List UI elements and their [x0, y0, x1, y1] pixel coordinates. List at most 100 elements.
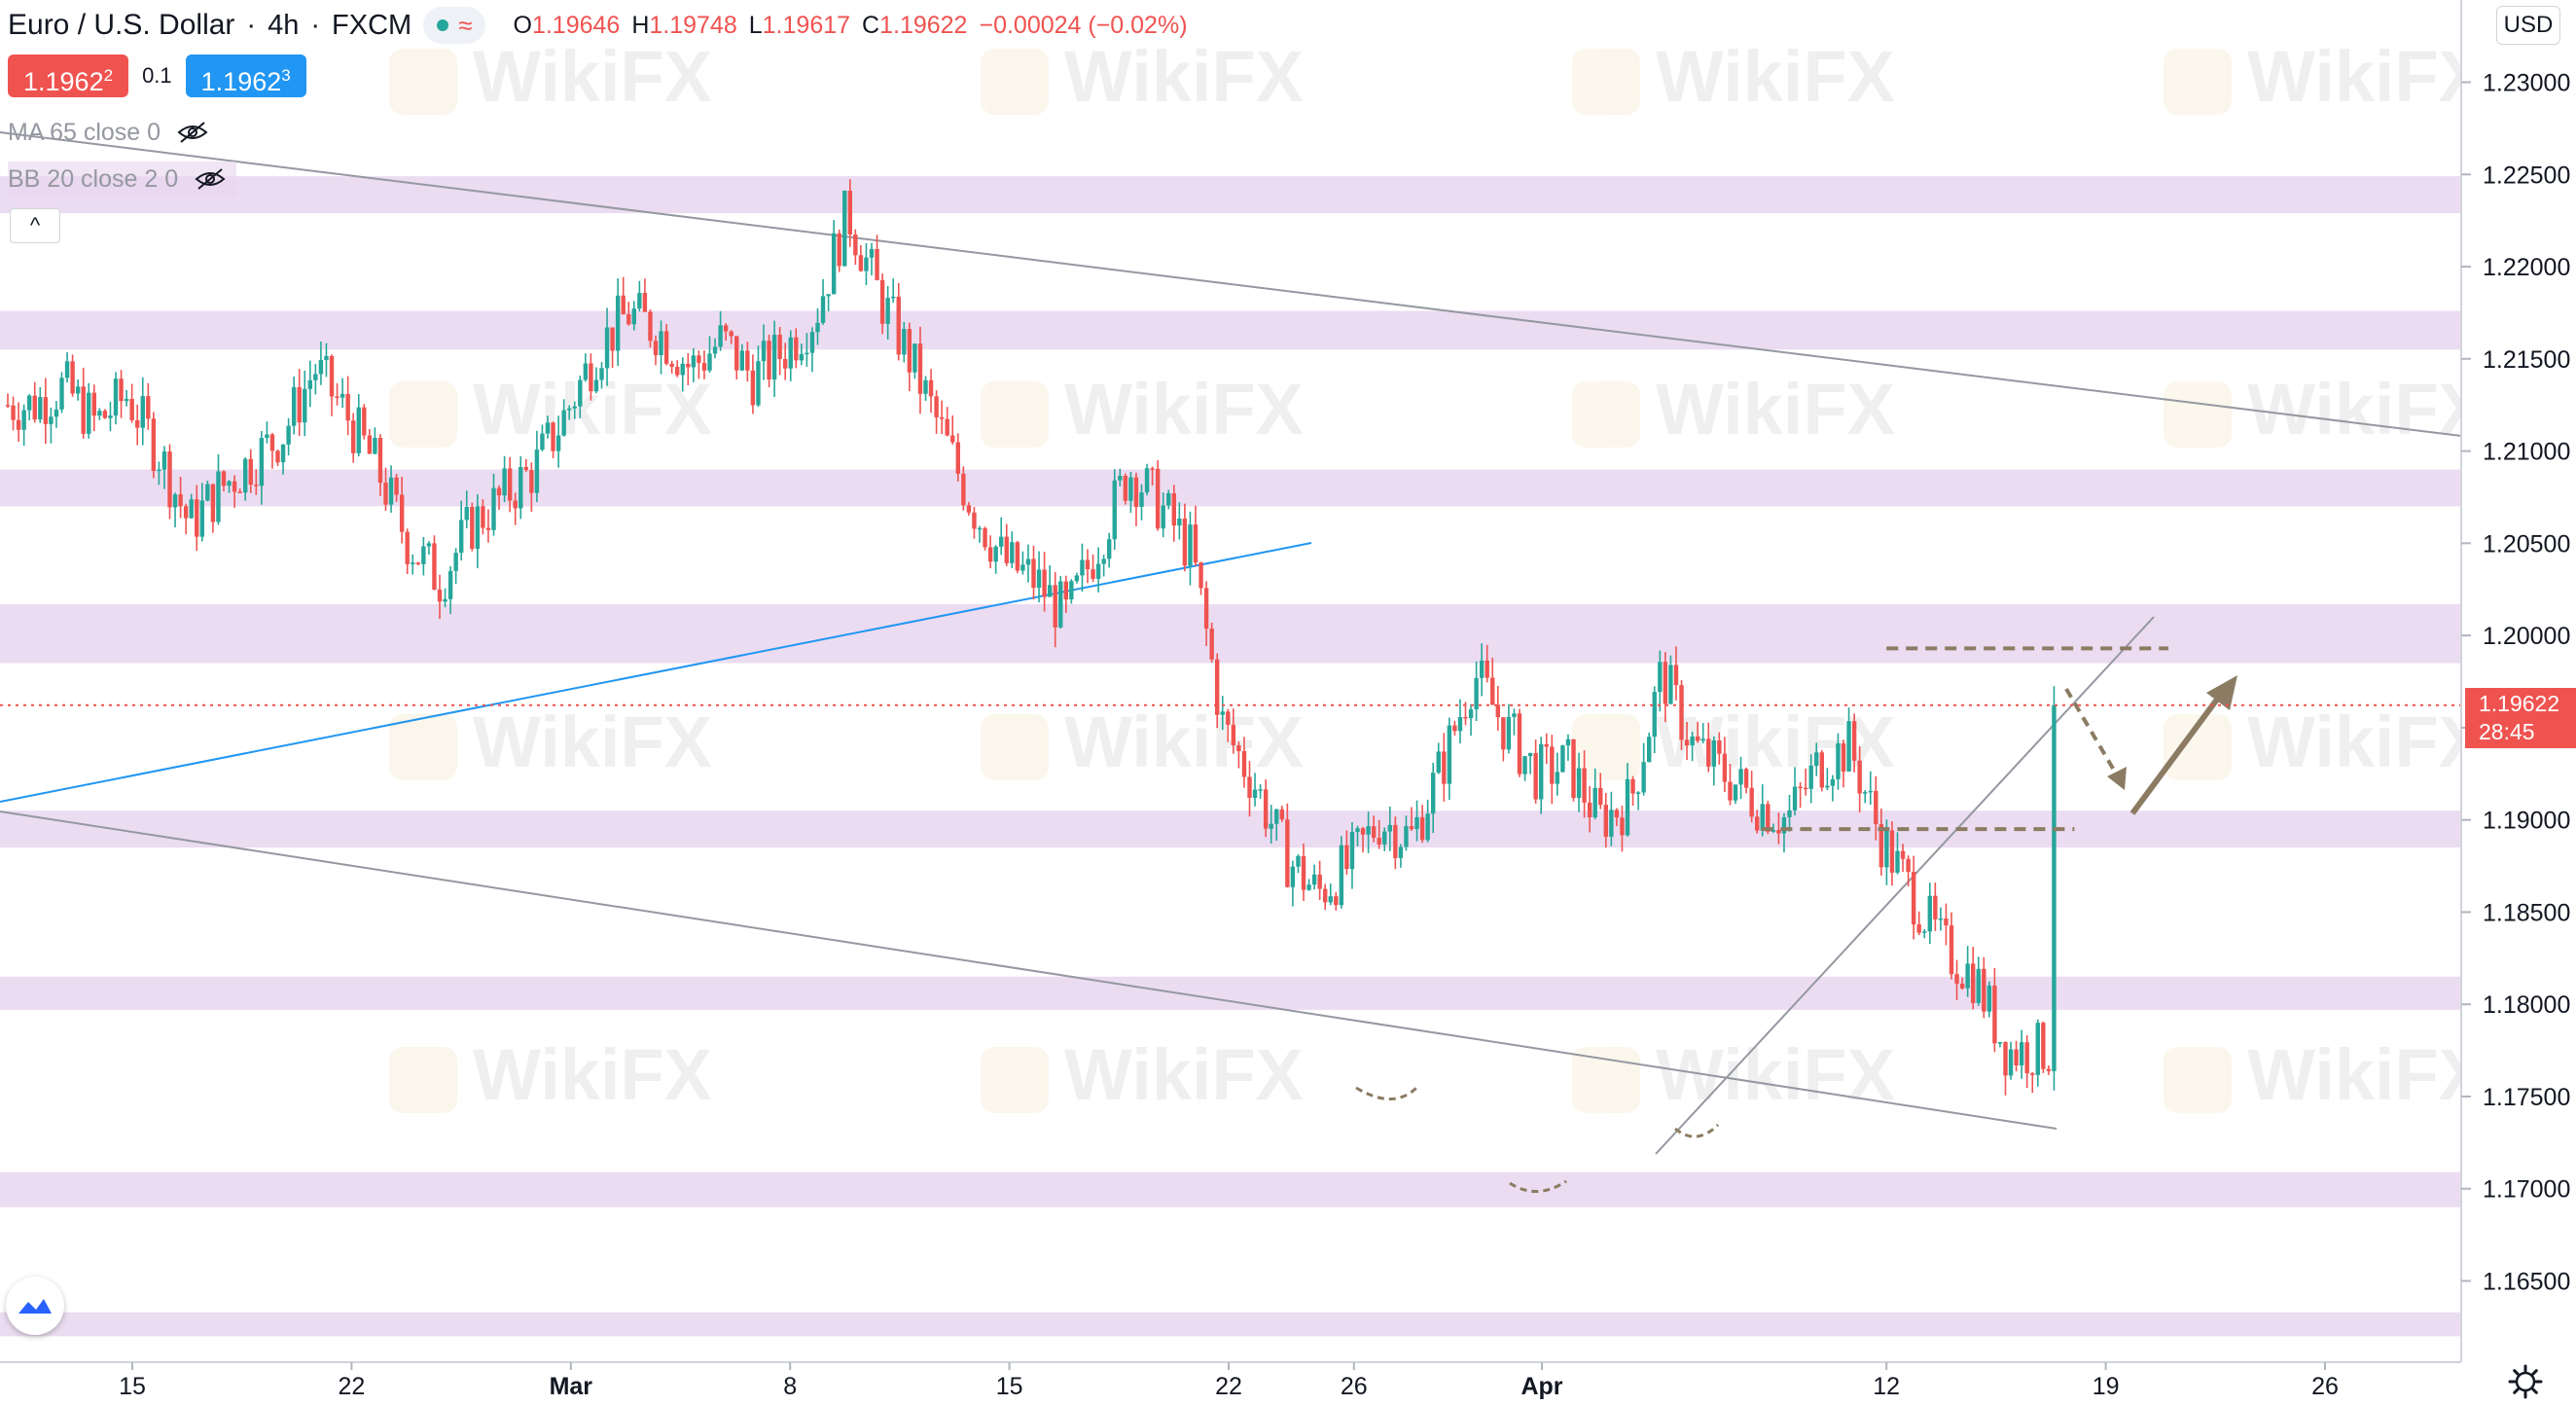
candle-body [70, 361, 75, 394]
candle-body [599, 368, 604, 380]
candle [642, 278, 648, 312]
candle-body [119, 378, 124, 402]
candle [1971, 947, 1976, 1010]
candle-body [1728, 781, 1733, 801]
candle [977, 525, 983, 543]
candle-body [1382, 831, 1387, 845]
watermark-text: WikiFX [1064, 702, 1304, 782]
candle-body [1285, 819, 1290, 887]
candle [761, 324, 767, 380]
interval-label[interactable]: 4h [268, 9, 300, 41]
candle-body [297, 386, 302, 423]
market-status-pill[interactable]: ≈ [423, 7, 486, 44]
candle [1992, 967, 1997, 1053]
time-tick-label: 22 [338, 1373, 365, 1400]
candle [383, 467, 388, 511]
currency-button[interactable]: USD [2496, 6, 2560, 45]
candle-body [1544, 743, 1549, 747]
candle [1776, 812, 1781, 845]
candle-body [1517, 713, 1522, 775]
candle-body [1442, 751, 1447, 784]
candle-body [1419, 816, 1425, 841]
candle [16, 402, 21, 443]
candle [820, 278, 826, 325]
candle-body [135, 419, 140, 428]
watermark-logo-icon [981, 49, 1049, 115]
change-value: −0.00024 (−0.02%) [979, 11, 1188, 39]
collapse-legend-button[interactable]: ^ [10, 208, 60, 243]
buy-button[interactable]: 1.19623 [185, 54, 306, 97]
candle-body [303, 388, 307, 423]
candle [205, 481, 210, 502]
candle [43, 378, 49, 445]
gear-icon[interactable] [2506, 1362, 2545, 1401]
candle-body [1258, 789, 1263, 791]
spread-value: 0.1 [142, 63, 172, 88]
candle [578, 375, 583, 418]
candle-body [767, 341, 771, 379]
candle-body [1781, 816, 1787, 834]
candle-body [362, 407, 367, 436]
candle-body [2003, 1042, 2008, 1076]
candle-body [1889, 830, 1895, 873]
candle-body [1592, 787, 1597, 818]
candle-body [1150, 468, 1155, 470]
candle-body [718, 325, 723, 347]
candle-body [809, 332, 815, 353]
candle-body [2030, 1073, 2035, 1075]
candle [912, 343, 917, 379]
candle [928, 369, 934, 414]
time-axis-bg [0, 1362, 2576, 1405]
candle [426, 541, 432, 555]
candle-body [917, 343, 923, 394]
candle-body [1290, 866, 1296, 887]
symbol-name[interactable]: Euro / U.S. Dollar [8, 9, 235, 41]
candle-body [1630, 778, 1635, 794]
candle [1317, 860, 1322, 900]
candle-body [642, 293, 648, 312]
candle [1133, 472, 1139, 526]
tradingview-logo-button[interactable] [6, 1277, 64, 1335]
candle-body [178, 494, 183, 507]
candle-body [1047, 585, 1053, 597]
candle [1139, 484, 1144, 521]
watermark-logo-icon [389, 49, 457, 115]
candle [1814, 742, 1819, 776]
candle [1263, 779, 1269, 838]
candle [481, 498, 485, 535]
candle-body [1339, 845, 1344, 906]
candle [945, 407, 949, 437]
candle [1603, 792, 1608, 848]
indicator-bb[interactable]: BB 20 close 2 0 [8, 162, 237, 197]
candle [993, 545, 998, 574]
candle-body [507, 468, 513, 501]
candle [1306, 879, 1311, 891]
candle-body [1188, 524, 1193, 566]
eye-off-icon[interactable] [176, 121, 209, 144]
candle [1031, 545, 1036, 600]
watermark-text: WikiFX [2247, 702, 2487, 782]
sell-button[interactable]: 1.19622 [8, 54, 129, 97]
candle [1916, 911, 1921, 936]
candle [1155, 460, 1161, 531]
candle-body [1101, 558, 1106, 564]
candle [248, 449, 253, 493]
candle-body [1468, 709, 1474, 719]
eye-off-icon[interactable] [194, 167, 227, 191]
time-axis[interactable]: 15 22 Mar 8 15 22 26 Apr 12 19 26 [0, 1361, 2576, 1405]
candle [1965, 946, 1970, 997]
candle-body [265, 434, 269, 439]
low-value: 1.19617 [762, 11, 851, 39]
candle [1199, 561, 1203, 595]
candle-body [1404, 826, 1409, 847]
candle-body [373, 437, 377, 454]
candle [1749, 771, 1754, 823]
candle-body [432, 543, 437, 590]
indicator-ma[interactable]: MA 65 close 0 [8, 115, 219, 150]
candle [815, 307, 820, 345]
candle-body [1128, 477, 1133, 501]
sr-zone [0, 811, 2461, 848]
candle [1236, 741, 1241, 769]
candle [1592, 768, 1597, 819]
